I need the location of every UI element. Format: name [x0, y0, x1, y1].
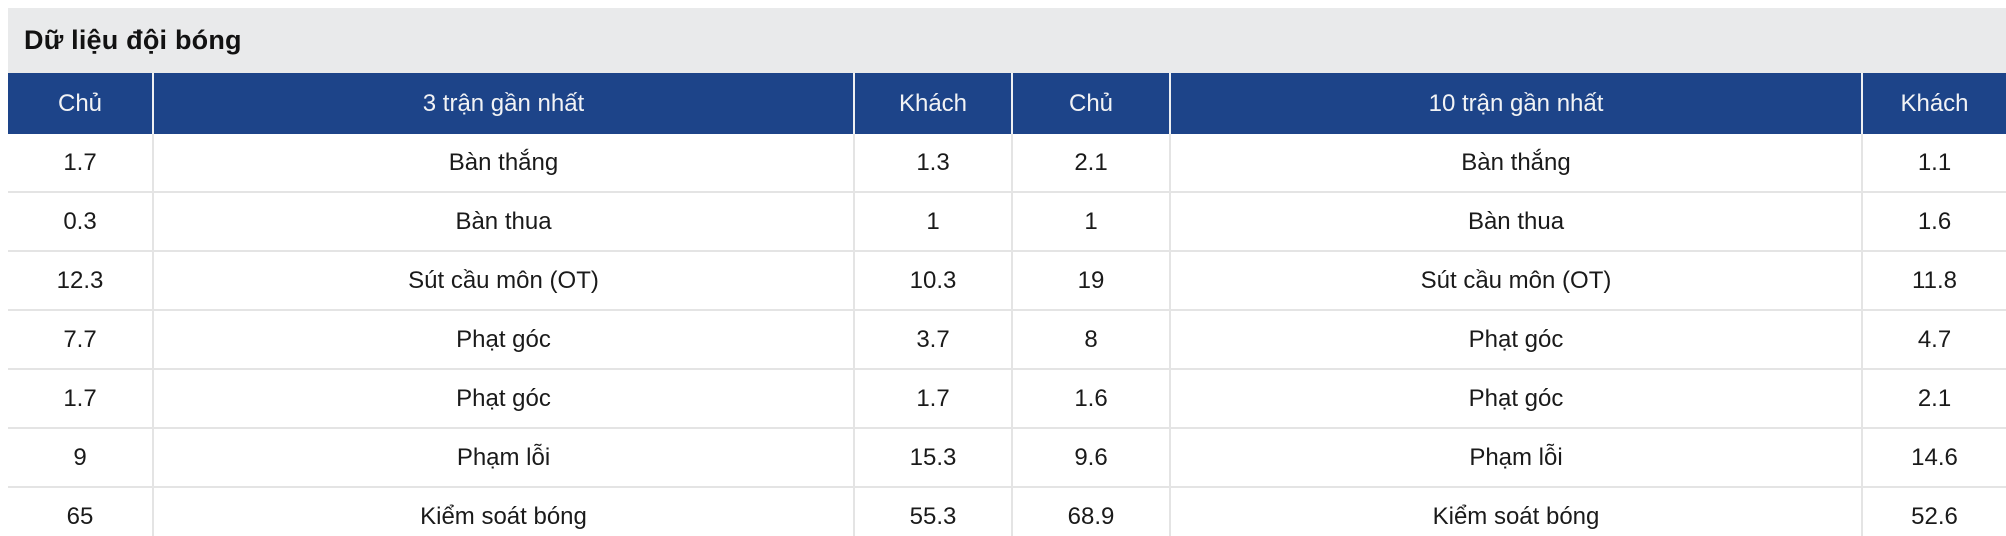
header-home-last3: Chủ: [8, 73, 153, 134]
stat-value-home-10: 1: [1011, 191, 1170, 251]
stat-value-away-10: 1.6: [1861, 191, 2006, 251]
stat-value-away-10: 11.8: [1861, 250, 2006, 310]
table-row-goals-conceded: 0.3 Bàn thua 1 1 Bàn thua 1.6: [8, 191, 2006, 251]
table-row-fouls: 9 Phạm lỗi 15.3 9.6 Phạm lỗi 14.6: [8, 427, 2006, 487]
stat-label-10: Phạt góc: [1169, 309, 1862, 369]
stat-label-3: Bàn thắng: [152, 134, 854, 192]
table-header-row: Chủ 3 trận gần nhất Khách Chủ 10 trận gầ…: [8, 73, 2006, 134]
stat-value-home-10: 9.6: [1011, 427, 1170, 487]
header-home-last10: Chủ: [1011, 73, 1170, 134]
stat-value-home-3: 7.7: [8, 309, 153, 369]
stat-label-10: Phạt góc: [1169, 368, 1862, 428]
stat-value-away-3: 1: [853, 191, 1012, 251]
stat-value-away-10: 4.7: [1861, 309, 2006, 369]
stat-label-3: Phạt góc: [152, 309, 854, 369]
stat-value-away-3: 1.3: [853, 134, 1012, 192]
stat-value-home-3: 65: [8, 486, 153, 536]
table-row-goals-scored: 1.7 Bàn thắng 1.3 2.1 Bàn thắng 1.1: [8, 134, 2006, 192]
stat-value-away-10: 14.6: [1861, 427, 2006, 487]
stat-label-3: Phạt góc: [152, 368, 854, 428]
stat-value-home-3: 1.7: [8, 368, 153, 428]
stat-label-10: Bàn thua: [1169, 191, 1862, 251]
stat-label-3: Phạm lỗi: [152, 427, 854, 487]
table-row-corners: 7.7 Phạt góc 3.7 8 Phạt góc 4.7: [8, 309, 2006, 369]
header-away-last3: Khách: [853, 73, 1012, 134]
stat-value-home-3: 9: [8, 427, 153, 487]
stat-label-10: Bàn thắng: [1169, 134, 1862, 192]
stat-value-away-3: 3.7: [853, 309, 1012, 369]
stat-value-home-10: 2.1: [1011, 134, 1170, 192]
title-bar: Dữ liệu đội bóng: [8, 8, 2006, 73]
stat-label-3: Sút cầu môn (OT): [152, 250, 854, 310]
table-row-possession: 65 Kiểm soát bóng 55.3 68.9 Kiểm soát bó…: [8, 486, 2006, 536]
stat-value-away-10: 1.1: [1861, 134, 2006, 192]
stat-value-home-3: 0.3: [8, 191, 153, 251]
header-stat-last3: 3 trận gần nhất: [152, 73, 854, 134]
stat-label-3: Kiểm soát bóng: [152, 486, 854, 536]
stat-label-10: Phạm lỗi: [1169, 427, 1862, 487]
table-row-shots-on-target: 12.3 Sút cầu môn (OT) 10.3 19 Sút cầu mô…: [8, 250, 2006, 310]
stat-value-away-10: 2.1: [1861, 368, 2006, 428]
header-away-last10: Khách: [1861, 73, 2006, 134]
stat-value-away-3: 10.3: [853, 250, 1012, 310]
team-data-table: Chủ 3 trận gần nhất Khách Chủ 10 trận gầ…: [8, 73, 2006, 536]
stat-label-10: Kiểm soát bóng: [1169, 486, 1862, 536]
stat-value-home-10: 19: [1011, 250, 1170, 310]
header-stat-last10: 10 trận gần nhất: [1169, 73, 1862, 134]
stat-value-home-3: 1.7: [8, 134, 153, 192]
stat-value-away-3: 55.3: [853, 486, 1012, 536]
stat-value-away-3: 15.3: [853, 427, 1012, 487]
stat-value-home-10: 8: [1011, 309, 1170, 369]
stat-value-away-10: 52.6: [1861, 486, 2006, 536]
stat-label-10: Sút cầu môn (OT): [1169, 250, 1862, 310]
stat-value-home-3: 12.3: [8, 250, 153, 310]
stat-value-away-3: 1.7: [853, 368, 1012, 428]
team-data-panel: Dữ liệu đội bóng Chủ 3 trận gần nhất Khá…: [8, 8, 2006, 536]
stat-value-home-10: 68.9: [1011, 486, 1170, 536]
page-title: Dữ liệu đội bóng: [24, 25, 242, 55]
stat-value-home-10: 1.6: [1011, 368, 1170, 428]
stat-label-3: Bàn thua: [152, 191, 854, 251]
table-row-corners-2: 1.7 Phạt góc 1.7 1.6 Phạt góc 2.1: [8, 368, 2006, 428]
